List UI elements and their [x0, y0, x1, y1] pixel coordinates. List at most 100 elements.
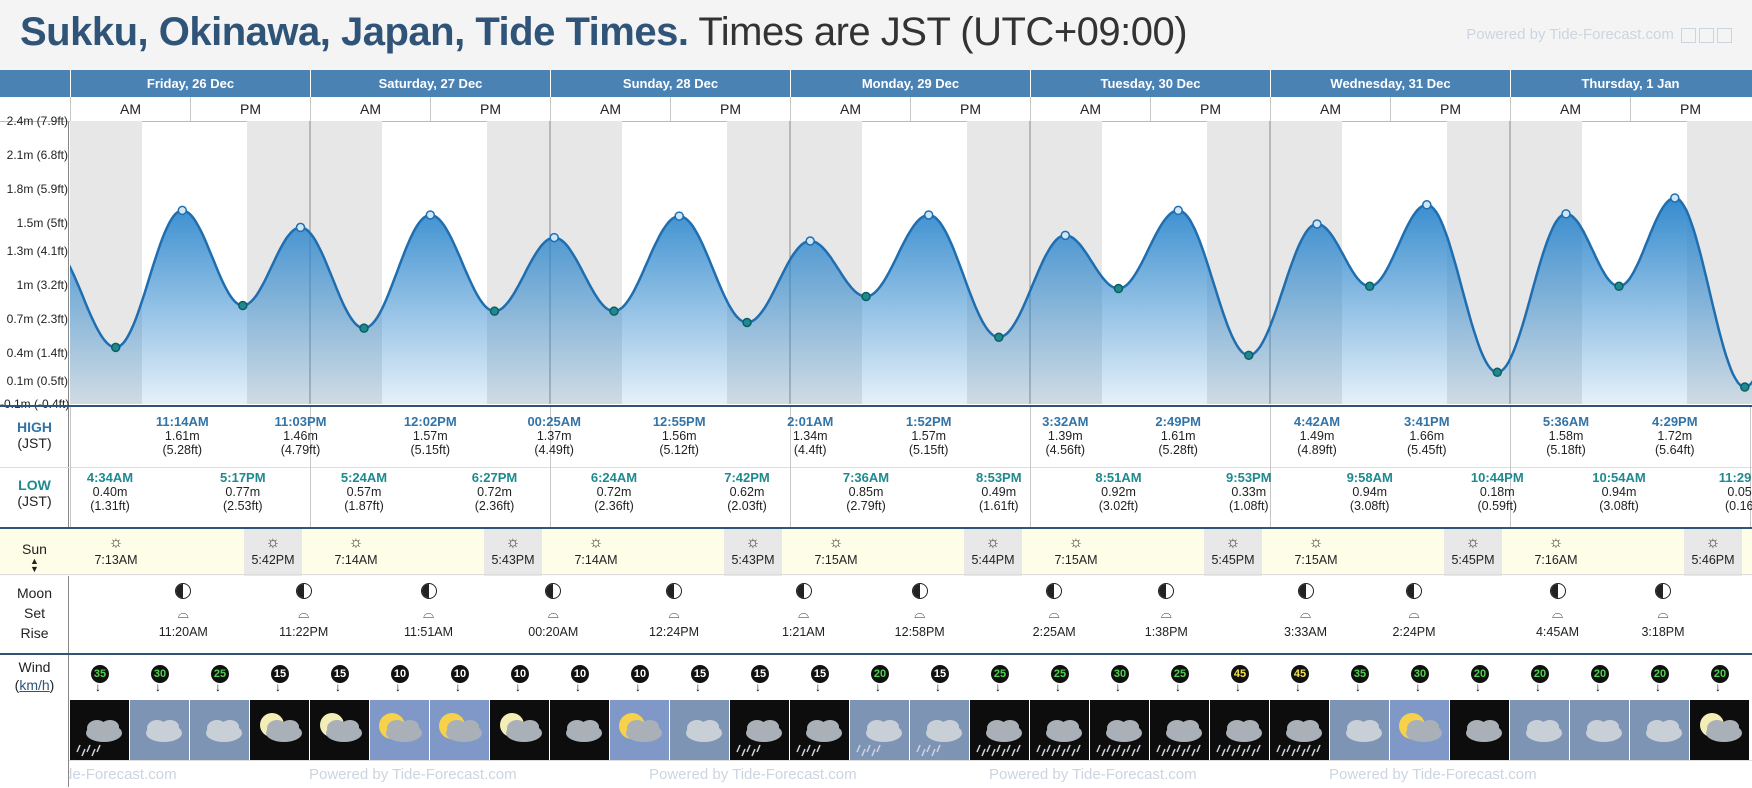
- logo-icon: [1699, 27, 1714, 43]
- moon-phase-icon: [795, 583, 812, 599]
- logo-icon: [1681, 27, 1696, 43]
- high-tide-point: [923, 210, 934, 220]
- sunset-icon: ☼: [505, 534, 521, 551]
- tide-height-ft: (2.36ft): [594, 499, 634, 513]
- tide-time: 11:29PM: [1718, 470, 1752, 485]
- high-tide-entry: 3:41PM 1.66m (5.45ft): [1397, 414, 1457, 458]
- low-tide-entry: 10:44PM 0.18m (0.59ft): [1467, 470, 1527, 514]
- wind-direction-icon: ↓: [1055, 680, 1061, 694]
- moon-phase-icon: [1046, 583, 1063, 599]
- moon-row: Moon Set Rise ⌓ 11:20AM ⌓ 11:51AM ⌓ 12:24PM ⌓ 1…: [0, 574, 1752, 655]
- y-tick-label: 1m (3.2ft): [16, 278, 68, 293]
- weather-icon: [1690, 700, 1749, 760]
- moon-phase-icon: [1655, 583, 1671, 599]
- tide-height-ft: (4.89ft): [1297, 443, 1337, 457]
- wind-direction-icon: ↓: [755, 680, 761, 694]
- low-tide-point: [359, 323, 369, 333]
- moon-phase-icon: [175, 583, 192, 599]
- tide-height-m: 1.66m: [1409, 429, 1445, 443]
- wind-unit-link[interactable]: km/h: [19, 677, 50, 693]
- low-tide-entry: 6:27PM 0.72m (2.36ft): [465, 471, 525, 514]
- low-tide-point: [742, 317, 752, 328]
- sun-time: 5:45PM: [1211, 553, 1255, 567]
- wind-speed-badge: 20: [1471, 665, 1489, 683]
- wind-direction-icon: ↓: [1595, 680, 1601, 694]
- weather-icon: [130, 700, 189, 760]
- moonset-time: 12:24PM: [648, 625, 700, 639]
- low-tide-entry: 5:24AM 0.57m (1.87ft): [334, 471, 394, 514]
- weather-icon: [1090, 700, 1149, 760]
- column-divider: [310, 407, 311, 527]
- moon-phase-icon: [666, 583, 682, 599]
- moonrise-time: 4:45AM: [1535, 625, 1580, 639]
- wind-speed-badge: 15: [331, 665, 349, 683]
- tide-height-ft: (1.08ft): [1228, 499, 1269, 513]
- low-tide-point: [609, 306, 619, 316]
- pm-label: PM: [430, 97, 550, 121]
- day-header: Sunday, 28 Dec: [550, 70, 790, 97]
- weather-icon: [310, 700, 369, 760]
- moon-shadow: [1047, 584, 1055, 598]
- weather-icon: [1630, 700, 1689, 760]
- low-tide-entry: 9:53PM 0.33m (1.08ft): [1219, 470, 1279, 514]
- wind-direction-icon: ↓: [95, 680, 101, 694]
- tide-time: 9:58AM: [1346, 470, 1393, 485]
- moonrise-icon: ⌓: [298, 605, 310, 621]
- wind-speed-badge: 20: [1651, 665, 1669, 683]
- high-tide-entry: 12:55PM 1.56m (5.12ft): [649, 415, 709, 458]
- tide-time: 8:53PM: [976, 470, 1022, 485]
- tide-height-ft: (4.56ft): [1045, 443, 1086, 457]
- weather-icon: [370, 700, 429, 760]
- moonset-icon: ⌓: [668, 605, 680, 621]
- wind-direction-icon: ↓: [1655, 680, 1661, 694]
- weather-icon: [1510, 700, 1569, 760]
- low-tide-entry: 5:17PM 0.77m (2.53ft): [213, 471, 273, 514]
- tide-height-ft: (3.08ft): [1599, 499, 1639, 513]
- powered-by-text: Powered by Tide-Forecast.com: [1466, 26, 1674, 43]
- am-label: AM: [310, 97, 430, 121]
- sun-time: 5:43PM: [491, 553, 535, 567]
- sunset-icon: ☼: [985, 534, 1001, 551]
- sun-time: 7:14AM: [574, 553, 618, 567]
- tide-time: 4:29PM: [1652, 414, 1698, 429]
- moonrise-icon: ⌓: [1048, 605, 1060, 621]
- sunrise-cell: ☼ 7:15AM: [807, 529, 865, 576]
- sort-arrows-icon[interactable]: ▲ ▼: [30, 556, 39, 574]
- moon-label-text: Moon: [16, 585, 53, 601]
- high-tide-entry: 00:25AM 1.37m (4.49ft): [524, 415, 584, 458]
- tide-time: 3:41PM: [1404, 414, 1450, 429]
- tide-area: [70, 198, 1752, 404]
- moon-phase-icon: [545, 583, 562, 599]
- sunrise-icon: ☼: [588, 534, 604, 551]
- weather-icon: [1450, 700, 1509, 760]
- high-tide-point: [674, 211, 684, 221]
- wind-direction-icon: ↓: [1175, 680, 1181, 694]
- high-tide-entry: 4:29PM 1.72m (5.64ft): [1645, 414, 1705, 458]
- tide-time: 9:53PM: [1226, 470, 1272, 485]
- tide-time: 12:02PM: [403, 414, 457, 429]
- rise-label-text: Rise: [20, 625, 49, 641]
- wind-speed-badge: 35: [91, 665, 109, 683]
- tide-height-ft: (2.53ft): [222, 499, 263, 513]
- y-tick-label: 2.4m (7.9ft): [6, 114, 68, 128]
- high-tide-point: [177, 205, 188, 216]
- moonrise-time: 1:21AM: [781, 625, 826, 639]
- low-tide-point: [994, 332, 1004, 342]
- wind-direction-icon: ↓: [455, 680, 461, 694]
- moon-shadow: [912, 584, 920, 598]
- tide-time: 3:32AM: [1042, 414, 1089, 429]
- low-tide-entry: 7:42PM 0.62m (2.03ft): [717, 471, 777, 514]
- tide-height-m: 0.72m: [596, 485, 632, 499]
- am-label: AM: [1270, 97, 1390, 121]
- timezone-note: Times are JST (UTC+09:00): [698, 10, 1188, 54]
- tide-height-ft: (5.28ft): [162, 443, 203, 457]
- tide-height-m: 1.49m: [1299, 429, 1335, 443]
- day-header: Friday, 26 Dec: [70, 70, 310, 97]
- wind-direction-icon: ↓: [1235, 680, 1241, 694]
- moon-shadow: [1407, 584, 1414, 598]
- wind-speed-badge: 25: [211, 665, 229, 683]
- tide-time: 10:44PM: [1470, 470, 1524, 485]
- moonset-cell: ⌓ 12:58PM: [890, 575, 950, 639]
- moonset-time: 2:24PM: [1392, 625, 1436, 639]
- wind-direction-icon: ↓: [1475, 680, 1481, 694]
